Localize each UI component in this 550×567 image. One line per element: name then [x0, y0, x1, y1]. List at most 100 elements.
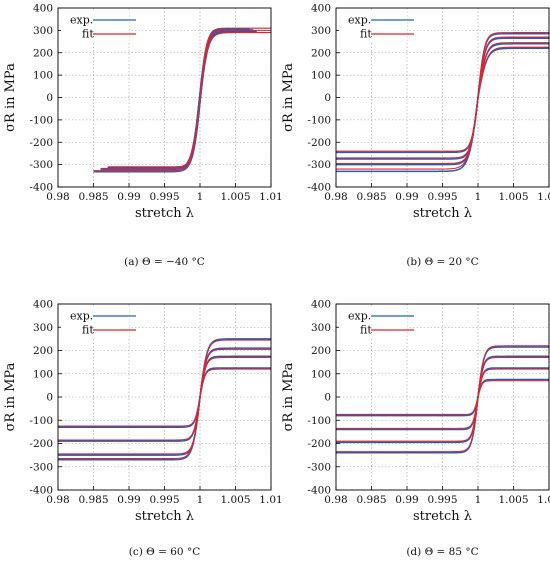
- fit-series-line: [336, 356, 549, 442]
- y-tick-label: -300: [29, 159, 53, 171]
- panel-caption: (c) Θ = 60 °C: [129, 546, 200, 558]
- y-axis-label: σR in MPa: [3, 362, 18, 431]
- fit-series-line: [100, 32, 271, 170]
- x-tick-label: 1.005: [498, 494, 528, 506]
- exp-series-line: [336, 355, 549, 444]
- x-tick-label: 0.99: [117, 494, 140, 506]
- exp-series-line: [58, 347, 271, 456]
- x-tick-label: 0.985: [78, 494, 108, 506]
- exp-series-line: [336, 37, 549, 160]
- y-tick-label: 100: [33, 70, 53, 82]
- plot-frame: [335, 7, 550, 188]
- panel-caption: (a) Θ = −40 °C: [124, 256, 205, 268]
- fit-series-line: [336, 345, 549, 453]
- y-tick-label: -400: [307, 485, 331, 497]
- x-tick-label: 1.005: [498, 191, 528, 203]
- x-tick-label: 0.98: [46, 191, 69, 203]
- x-tick-label: 0.98: [324, 191, 347, 203]
- fit-series-line: [58, 348, 271, 455]
- fit-series-line: [93, 29, 271, 172]
- x-tick-label: 0.98: [46, 494, 69, 506]
- y-tick-label: 0: [46, 392, 53, 404]
- fit-series-line: [58, 356, 271, 441]
- exp-series-line: [336, 43, 549, 166]
- plot-frame: [57, 303, 272, 491]
- legend-label: fit: [82, 324, 94, 337]
- y-tick-label: -200: [29, 438, 53, 450]
- y-tick-label: -200: [29, 137, 53, 149]
- legend: exp.fit: [339, 11, 414, 41]
- y-axis-label: σR in MPa: [281, 362, 296, 431]
- y-tick-label: -400: [29, 182, 53, 194]
- fit-series-line: [336, 36, 549, 159]
- x-tick-label: 1.01: [259, 191, 282, 203]
- plot-frame: [335, 303, 550, 491]
- y-tick-label: 200: [311, 47, 331, 59]
- exp-series-line: [58, 355, 271, 442]
- x-tick-label: 1.01: [259, 494, 282, 506]
- exp-series-line: [336, 32, 549, 154]
- x-tick-label: 0.995: [149, 191, 179, 203]
- legend-label: exp.: [348, 14, 371, 27]
- fit-series-line: [58, 368, 271, 427]
- y-tick-label: -300: [29, 461, 53, 473]
- exp-series-line: [107, 28, 250, 170]
- y-tick-label: -100: [29, 415, 53, 427]
- y-tick-label: 400: [311, 299, 331, 311]
- x-tick-label: 1.005: [220, 191, 250, 203]
- y-tick-label: -200: [307, 438, 331, 450]
- legend-label: exp.: [70, 14, 93, 27]
- y-tick-label: 0: [324, 392, 331, 404]
- exp-series-line: [336, 378, 549, 417]
- plot-frame: [57, 7, 272, 188]
- fit-series-line: [336, 42, 549, 165]
- y-tick-label: -400: [307, 182, 331, 194]
- y-tick-label: 100: [33, 368, 53, 380]
- fit-series-line: [336, 46, 549, 170]
- curves: [336, 345, 549, 454]
- curves: [93, 27, 271, 173]
- chart-panel-3: 0.98 0.985 0.99 0.995 1 1.005 1.01 -400 -300 -200…: [281, 299, 550, 559]
- exp-series-line: [58, 338, 271, 461]
- y-tick-label: 400: [311, 3, 331, 15]
- y-tick-label: 300: [311, 25, 331, 37]
- x-tick-label: 1.01: [537, 494, 550, 506]
- chart-panel-0: 0.98 0.985 0.99 0.995 1 1.005 1.01 -400 -300 -200…: [3, 3, 283, 269]
- x-tick-label: 0.98: [324, 494, 347, 506]
- y-tick-label: 300: [311, 322, 331, 334]
- y-tick-label: -400: [29, 485, 53, 497]
- x-tick-label: 0.99: [117, 191, 140, 203]
- y-tick-label: 200: [33, 47, 53, 59]
- x-axis-label: stretch λ: [135, 509, 194, 524]
- legend-box: [61, 307, 129, 337]
- x-tick-label: 1: [197, 191, 204, 203]
- y-tick-label: -100: [307, 114, 331, 126]
- x-tick-label: 0.985: [356, 494, 386, 506]
- legend-box: [61, 11, 129, 41]
- y-tick-label: 400: [33, 3, 53, 15]
- legend-box: [339, 11, 407, 41]
- fit-series-line: [336, 368, 549, 429]
- legend-label: exp.: [348, 310, 371, 323]
- y-tick-label: -300: [307, 461, 331, 473]
- x-tick-label: 1: [197, 494, 204, 506]
- exp-series-line: [336, 47, 549, 173]
- x-axis-label: stretch λ: [413, 509, 472, 524]
- fit-series-line: [58, 339, 271, 460]
- legend: exp.fit: [61, 307, 136, 337]
- y-tick-label: -100: [29, 114, 53, 126]
- x-tick-label: 0.985: [356, 191, 386, 203]
- fit-series-line: [336, 380, 549, 415]
- exp-series-line: [93, 29, 254, 173]
- y-tick-label: -100: [307, 415, 331, 427]
- legend-label: fit: [360, 28, 372, 41]
- y-tick-label: -200: [307, 137, 331, 149]
- y-tick-label: 100: [311, 70, 331, 82]
- legend: exp.fit: [61, 11, 136, 41]
- y-tick-label: 0: [324, 92, 331, 104]
- x-tick-label: 0.99: [395, 494, 418, 506]
- panel-caption: (d) Θ = 85 °C: [406, 546, 478, 558]
- y-tick-label: 400: [33, 299, 53, 311]
- chart-panel-2: 0.98 0.985 0.99 0.995 1 1.005 1.01 -400 -300 -200…: [3, 299, 283, 559]
